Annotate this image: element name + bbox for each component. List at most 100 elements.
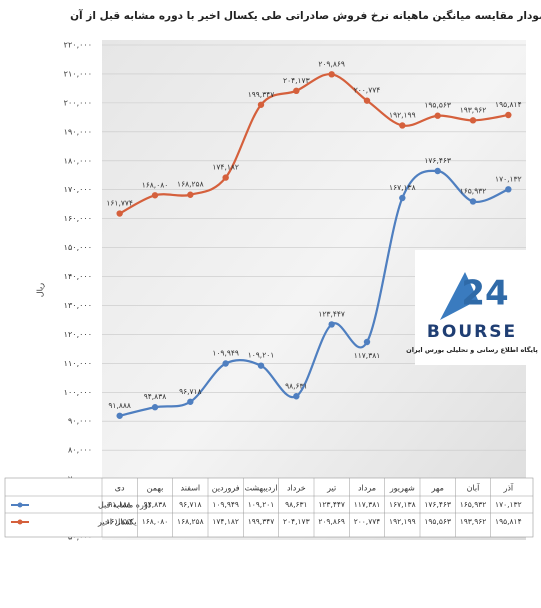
y-tick-label: ۱۰۰,۰۰۰ bbox=[64, 388, 92, 397]
data-point bbox=[505, 186, 512, 193]
data-label: ۹۸,۶۳۱ bbox=[285, 381, 308, 390]
table-cell: ۲۰۴,۱۷۳ bbox=[283, 517, 310, 526]
x-tick-label: مرداد bbox=[358, 484, 376, 493]
x-tick-label: آذر bbox=[503, 483, 514, 493]
table-cell: ۱۹۲,۱۹۹ bbox=[389, 517, 416, 526]
table-cell: ۱۷۴,۱۸۲ bbox=[212, 517, 239, 526]
legend-label: یکسال اخیر bbox=[97, 518, 137, 527]
data-point bbox=[116, 412, 123, 419]
logo: 24 BOURSE پایگاه اطلاع رسانی و تحلیلی بو… bbox=[406, 250, 538, 365]
data-label: ۱۷۶,۴۶۳ bbox=[424, 156, 451, 165]
x-tick-label: دی bbox=[115, 484, 125, 493]
table-cell: ۱۲۳,۴۴۷ bbox=[318, 500, 345, 509]
y-tick-label: ۱۶۰,۰۰۰ bbox=[64, 214, 92, 223]
table-cell: ۱۹۵,۸۱۴ bbox=[495, 517, 522, 526]
data-label: ۱۰۹,۲۰۱ bbox=[248, 351, 275, 360]
data-point bbox=[399, 122, 406, 129]
table-cell: ۲۰۹,۸۶۹ bbox=[318, 517, 345, 526]
table-cell: ۱۶۵,۹۳۲ bbox=[460, 500, 487, 509]
data-label: ۲۰۹,۸۶۹ bbox=[318, 59, 345, 68]
data-point bbox=[293, 393, 300, 400]
y-tick-label: ۱۵۰,۰۰۰ bbox=[64, 243, 92, 252]
data-point bbox=[257, 101, 265, 108]
data-label: ۱۹۲,۱۹۹ bbox=[389, 110, 416, 119]
logo-shape bbox=[440, 272, 478, 320]
data-label: ۱۹۹,۳۴۷ bbox=[248, 90, 275, 99]
data-label: ۲۰۴,۱۷۳ bbox=[283, 76, 310, 85]
table-cell: ۱۰۹,۹۴۹ bbox=[212, 500, 239, 509]
data-label: ۱۷۰,۱۳۲ bbox=[495, 174, 522, 183]
chart-title: نمودار مقایسه میانگین ماهیانه نرخ فروش ص… bbox=[70, 9, 541, 22]
x-tick-label: بهمن bbox=[147, 484, 164, 493]
logo-number: 24 bbox=[461, 274, 508, 314]
data-label: ۱۹۳,۹۶۲ bbox=[460, 105, 487, 114]
logo-background bbox=[415, 250, 530, 365]
logo-brand: BOURSE bbox=[427, 322, 517, 342]
legend-marker bbox=[17, 519, 23, 525]
y-tick-label: ۱۹۰,۰۰۰ bbox=[64, 127, 92, 136]
data-point bbox=[151, 192, 159, 199]
x-tick-label: شهریور bbox=[389, 484, 415, 493]
table-cell: ۱۶۷,۱۳۸ bbox=[389, 500, 416, 509]
table-cell: ۹۴,۸۳۸ bbox=[144, 500, 167, 509]
table-cell: ۱۷۶,۴۶۳ bbox=[424, 500, 451, 509]
data-label: ۱۶۸,۰۸۰ bbox=[142, 180, 169, 189]
data-label: ۱۶۷,۱۳۸ bbox=[389, 183, 416, 192]
data-label: ۱۶۱,۷۷۴ bbox=[106, 199, 133, 208]
table-cell: ۹۱,۸۸۸ bbox=[108, 500, 131, 509]
table-cell: ۹۶,۷۱۸ bbox=[179, 500, 202, 509]
table-cell: ۱۶۸,۲۵۸ bbox=[177, 517, 204, 526]
data-label: ۱۹۵,۸۱۴ bbox=[495, 100, 522, 109]
data-label: ۱۱۷,۳۸۱ bbox=[354, 351, 381, 360]
data-point bbox=[469, 117, 477, 124]
data-label: ۱۹۵,۵۶۳ bbox=[424, 101, 451, 110]
table-border bbox=[4, 477, 534, 538]
data-point bbox=[328, 71, 335, 78]
table-cell: ۱۷۰,۱۳۲ bbox=[495, 500, 522, 509]
data-point bbox=[293, 87, 300, 95]
y-tick-label: ۲۱۰,۰۰۰ bbox=[64, 69, 92, 78]
x-tick-label: فروردین bbox=[212, 484, 240, 493]
table-cell: ۱۶۸,۰۸۰ bbox=[142, 517, 169, 526]
table-cell: ۱۹۹,۳۴۷ bbox=[248, 517, 275, 526]
x-tick-label: آبان bbox=[467, 483, 481, 493]
data-label: ۹۶,۷۱۸ bbox=[179, 387, 202, 396]
y-tick-label: ۱۱۰,۰۰۰ bbox=[64, 359, 92, 368]
x-tick-label: تیر bbox=[326, 484, 336, 493]
data-point bbox=[187, 398, 194, 405]
y-tick-label: ۱۷۰,۰۰۰ bbox=[64, 185, 92, 194]
data-point bbox=[151, 404, 159, 411]
data-label: ۹۴,۸۳۸ bbox=[144, 392, 167, 401]
logo-caption: پایگاه اطلاع رسانی و تحلیلی بورس ایران bbox=[406, 346, 538, 354]
y-tick-label: ۲۲۰,۰۰۰ bbox=[64, 41, 92, 50]
data-point bbox=[363, 338, 371, 346]
table-cell: ۱۱۷,۳۸۱ bbox=[354, 500, 381, 509]
x-tick-label: مهر bbox=[430, 484, 443, 493]
data-point bbox=[116, 210, 123, 217]
x-tick-label: اسفند bbox=[181, 484, 201, 493]
table-cell: ۲۰۰,۷۷۴ bbox=[354, 517, 381, 526]
data-point bbox=[434, 112, 441, 119]
y-tick-label: ۱۸۰,۰۰۰ bbox=[64, 156, 92, 165]
table-cell: ۹۸,۶۳۱ bbox=[285, 500, 308, 509]
data-point bbox=[257, 362, 265, 369]
data-label: ۱۶۵,۹۳۲ bbox=[460, 186, 487, 195]
data-label: ۱۶۸,۲۵۸ bbox=[177, 180, 204, 189]
data-point bbox=[399, 194, 406, 202]
data-point bbox=[328, 321, 335, 328]
x-tick-label: اردیبهشت bbox=[245, 484, 278, 493]
y-tick-label: ۹۰,۰۰۰ bbox=[68, 417, 92, 426]
data-label: ۱۰۹,۹۴۹ bbox=[212, 349, 239, 358]
table-cell: ۱۶۱,۷۷۴ bbox=[106, 517, 133, 526]
data-label: ۲۰۰,۷۷۴ bbox=[354, 86, 381, 95]
y-tick-label: ۱۴۰,۰۰۰ bbox=[64, 272, 92, 281]
x-tick-label: خرداد bbox=[287, 484, 306, 493]
y-tick-label: ۱۲۰,۰۰۰ bbox=[64, 330, 92, 339]
y-tick-label: ۸۰,۰۰۰ bbox=[68, 446, 92, 455]
data-point bbox=[505, 111, 512, 119]
data-point bbox=[469, 198, 477, 205]
table-cell: ۱۰۹,۲۰۱ bbox=[248, 500, 275, 509]
data-point bbox=[363, 97, 371, 104]
legend-label: دوره مشابه قبل bbox=[98, 501, 152, 510]
